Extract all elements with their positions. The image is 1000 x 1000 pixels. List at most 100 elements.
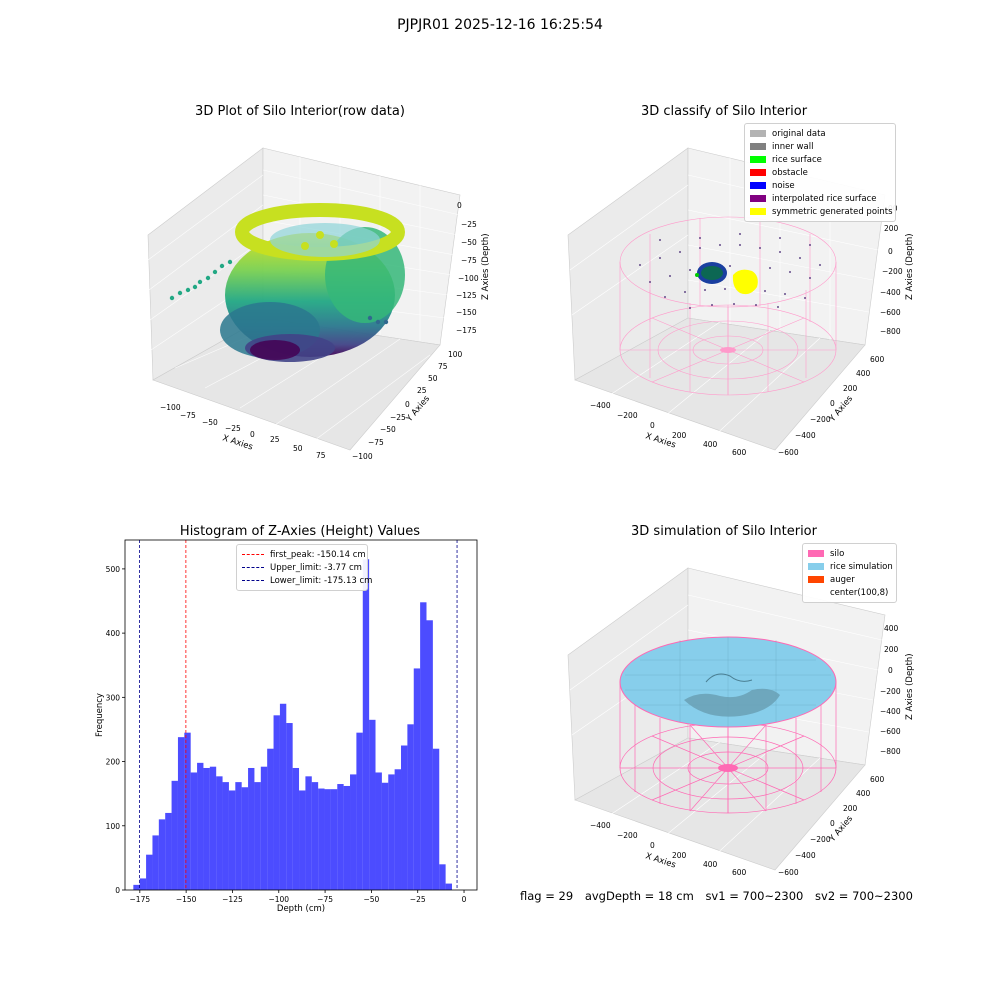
- histogram-ytick-label: 100: [106, 822, 121, 831]
- classify-ztick: −600: [880, 308, 901, 317]
- simulation-ytick: −600: [778, 868, 799, 877]
- histogram-bar: [248, 767, 255, 890]
- simulation-xtick: 400: [703, 860, 718, 869]
- histogram-xtick-label: −150: [176, 895, 197, 904]
- raw-xtick: −25: [225, 424, 241, 433]
- legend-item-rice-surface: rice surface: [750, 153, 890, 166]
- histogram-xtick-label: −175: [130, 895, 151, 904]
- legend-swatch: [750, 143, 766, 150]
- simulation-ztick: 0: [888, 666, 893, 675]
- histogram-xtick-label: −125: [222, 895, 243, 904]
- classify-interpolated-points: [639, 233, 821, 309]
- raw-plot-title: 3D Plot of Silo Interior(row data): [195, 104, 405, 119]
- classify-xtick: 600: [732, 448, 747, 457]
- legend-item-center: center(100,8): [808, 586, 891, 599]
- legend-item-first-peak: first_peak: -150.14 cm: [242, 548, 366, 561]
- classify-xtick: 0: [650, 421, 655, 430]
- histogram-bar: [216, 776, 223, 890]
- histogram-bar: [292, 767, 300, 890]
- histogram-bar: [305, 776, 312, 890]
- histogram-bar: [394, 769, 402, 890]
- raw-xtick: −100: [160, 403, 181, 412]
- legend-swatch: [750, 130, 766, 137]
- raw-ztick: −25: [461, 220, 477, 229]
- histogram-bar: [203, 767, 210, 890]
- figure-title: PJPJR01 2025-12-16 16:25:54: [397, 17, 603, 33]
- legend-swatch: [808, 589, 824, 596]
- histogram-bar: [324, 789, 331, 890]
- histogram-xtick-label: −25: [410, 895, 426, 904]
- simulation-ztick: 400: [884, 624, 899, 633]
- histogram-bar: [228, 790, 236, 890]
- simulation-xtick: −400: [590, 821, 611, 830]
- classify-floor-pane: [574, 317, 866, 451]
- histogram-bar: [362, 559, 370, 890]
- histogram-bar: [241, 787, 249, 890]
- histogram-bar: [222, 782, 229, 890]
- classify-plot-title: 3D classify of Silo Interior: [640, 104, 808, 119]
- simulation-center-mark: [718, 764, 738, 772]
- legend-item-rice-simulation: rice simulation: [808, 560, 893, 573]
- avg-depth-text: avgDepth = 18 cm: [584, 889, 694, 903]
- classify-ztick: 0: [888, 247, 893, 256]
- histogram-title: Histogram of Z-Axies (Height) Values: [179, 524, 421, 539]
- histogram-bar: [165, 812, 172, 890]
- histogram-xtick-label: −100: [268, 895, 289, 904]
- raw-ztick: −150: [456, 308, 477, 317]
- legend-item-interpolated-rice-surface: interpolated rice surface: [750, 192, 890, 205]
- sv2-text: sv2 = 700~2300: [815, 889, 913, 903]
- histogram-bar: [369, 719, 376, 890]
- classify-legend: original data inner wall rice surface ob…: [744, 123, 896, 222]
- raw-ytick: 75: [438, 362, 448, 371]
- raw-ztick: −100: [458, 274, 479, 283]
- legend-swatch: [750, 156, 766, 163]
- legend-item-symmetric-generated-points: symmetric generated points: [750, 205, 893, 218]
- raw-ztick: −50: [461, 238, 477, 247]
- simulation-ytick: 400: [856, 789, 871, 798]
- classify-ztick: −800: [880, 327, 901, 336]
- histogram-bar: [152, 835, 159, 890]
- raw-ytick: −75: [368, 438, 384, 447]
- raw-xtick: −50: [202, 418, 218, 427]
- histogram-xlabel: Depth (cm): [277, 904, 325, 914]
- histogram-bar: [375, 772, 382, 890]
- simulation-ytick: −400: [795, 851, 816, 860]
- classify-ytick: −600: [778, 448, 799, 457]
- histogram-bar: [426, 620, 433, 890]
- histogram-bar: [190, 772, 198, 890]
- histogram-bar: [299, 790, 306, 890]
- histogram-bar: [350, 774, 357, 890]
- simulation-ztick: −600: [880, 727, 901, 736]
- histogram-bar: [267, 748, 274, 890]
- simulation-ytick: 600: [870, 775, 885, 784]
- classify-ztick: −200: [882, 267, 903, 276]
- simulation-xtick: −200: [617, 831, 638, 840]
- classify-ztick: 200: [884, 224, 899, 233]
- histogram-bar: [413, 668, 421, 890]
- histogram-bar: [146, 854, 153, 890]
- histogram-bar: [356, 732, 363, 890]
- raw-ytick: 100: [448, 350, 463, 359]
- legend-item-inner-wall: inner wall: [750, 140, 890, 153]
- histogram-bar: [432, 748, 440, 890]
- histogram-bar: [171, 780, 178, 890]
- flag-text: flag = 29: [520, 889, 574, 903]
- status-footer: flag = 29 avgDepth = 18 cm sv1 = 700~230…: [520, 889, 921, 903]
- histogram-xtick-label: −50: [363, 895, 379, 904]
- raw-ytick: −50: [380, 425, 396, 434]
- histogram-ytick-label: 400: [106, 629, 121, 638]
- legend-item-original-data: original data: [750, 127, 890, 140]
- classify-symmetric-points: [732, 269, 758, 295]
- classify-zlabel: Z Axies (Depth): [905, 233, 915, 300]
- histogram-bar: [209, 766, 217, 890]
- simulation-floor-pane: [574, 737, 866, 871]
- classify-ytick: 200: [843, 384, 858, 393]
- histogram-bar: [197, 762, 204, 890]
- classify-ytick: 0: [830, 399, 835, 408]
- classify-xtick: −200: [617, 411, 638, 420]
- legend-item-silo: silo: [808, 547, 891, 560]
- histogram-bar: [445, 883, 452, 890]
